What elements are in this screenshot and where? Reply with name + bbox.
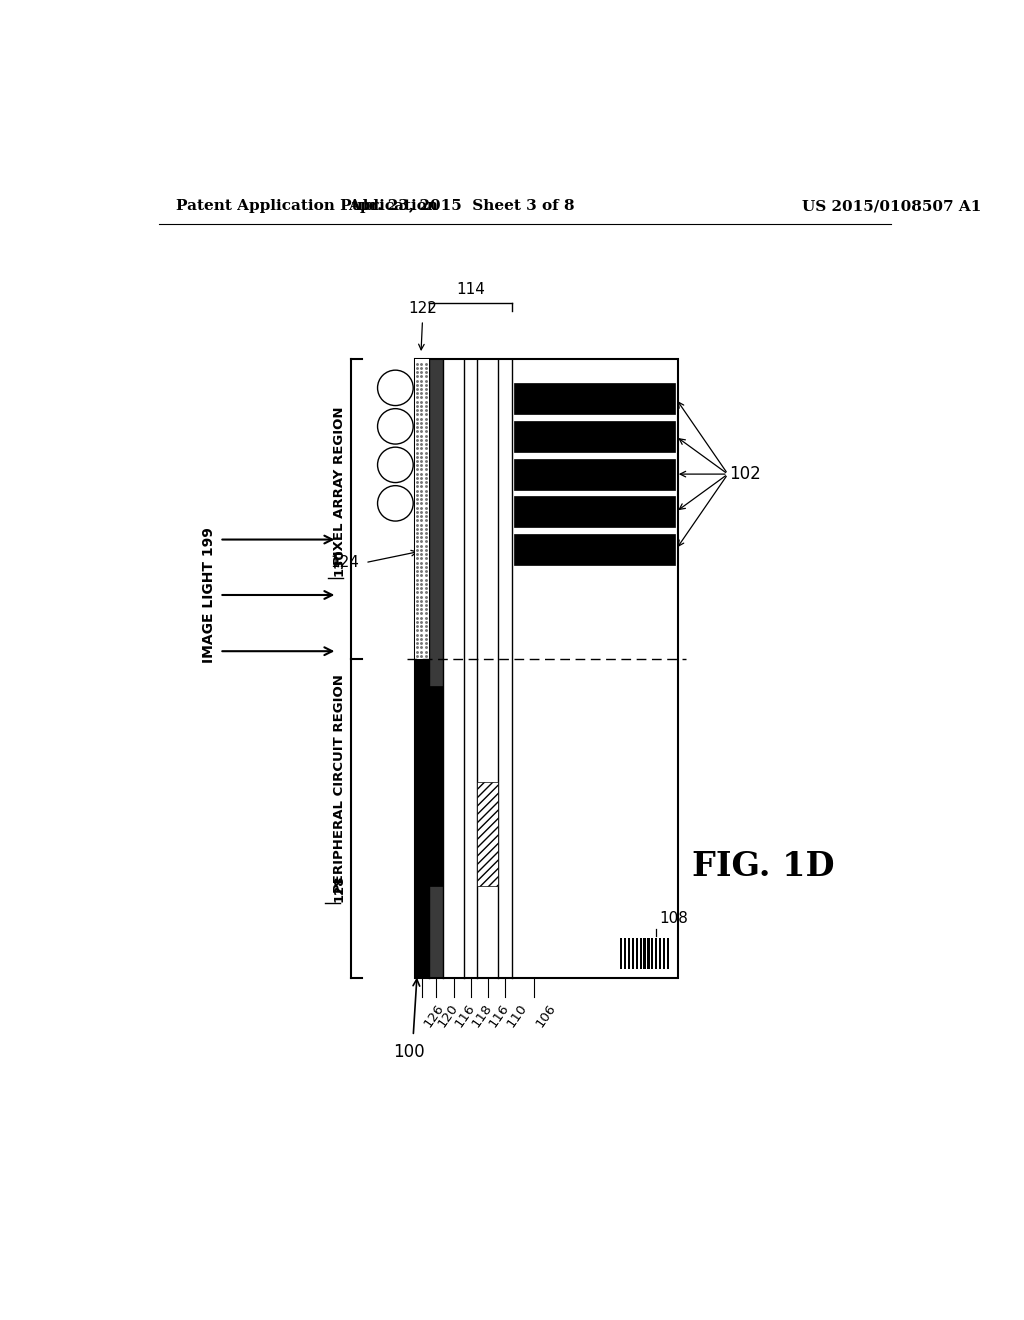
Bar — [442, 359, 464, 978]
Bar — [428, 686, 443, 886]
Text: IMAGE LIGHT 199: IMAGE LIGHT 199 — [203, 528, 216, 664]
Bar — [499, 359, 512, 978]
Bar — [415, 359, 678, 978]
Bar — [415, 359, 429, 659]
Circle shape — [378, 447, 414, 483]
Text: 102: 102 — [729, 465, 761, 483]
Text: 124: 124 — [330, 556, 359, 570]
Text: PERIPHERAL CIRCUIT REGION: PERIPHERAL CIRCUIT REGION — [333, 675, 346, 894]
Circle shape — [378, 370, 414, 405]
Bar — [647, 939, 649, 969]
Text: 122: 122 — [408, 301, 437, 317]
Bar — [415, 359, 429, 978]
Text: 116: 116 — [486, 1002, 512, 1030]
Bar — [621, 939, 623, 969]
Bar — [464, 359, 477, 978]
Text: US 2015/0108507 A1: US 2015/0108507 A1 — [802, 199, 982, 213]
Bar — [514, 421, 675, 451]
Bar — [667, 939, 669, 969]
Bar — [514, 496, 675, 527]
Bar — [651, 939, 653, 969]
Bar — [636, 939, 638, 969]
Bar — [643, 939, 646, 969]
Text: PIXEL ARRAY REGION: PIXEL ARRAY REGION — [333, 407, 346, 565]
Text: 100: 100 — [393, 1043, 424, 1060]
Text: FIG. 1D: FIG. 1D — [692, 850, 835, 883]
Bar — [632, 939, 634, 969]
Text: 128: 128 — [333, 874, 346, 902]
Bar — [663, 939, 665, 969]
Text: Apr. 23, 2015  Sheet 3 of 8: Apr. 23, 2015 Sheet 3 of 8 — [348, 199, 574, 213]
Bar — [628, 939, 630, 969]
Text: 116: 116 — [453, 1002, 478, 1030]
Bar — [429, 359, 442, 978]
Text: 108: 108 — [659, 911, 688, 927]
Circle shape — [378, 409, 414, 444]
Text: 120: 120 — [435, 1002, 460, 1030]
Text: 106: 106 — [534, 1002, 558, 1030]
Bar — [477, 781, 499, 886]
Text: 130: 130 — [333, 549, 346, 577]
Bar — [624, 939, 627, 969]
Bar — [514, 459, 675, 490]
Text: Patent Application Publication: Patent Application Publication — [176, 199, 438, 213]
Text: 110: 110 — [505, 1002, 529, 1030]
Bar — [514, 383, 675, 414]
Bar — [514, 535, 675, 565]
Bar — [655, 939, 657, 969]
Bar — [477, 359, 499, 978]
Text: 114: 114 — [456, 282, 485, 297]
Text: 118: 118 — [470, 1002, 495, 1030]
Bar — [640, 939, 642, 969]
Text: 126: 126 — [421, 1002, 446, 1030]
Circle shape — [378, 486, 414, 521]
Bar — [658, 939, 662, 969]
Bar — [512, 359, 678, 978]
